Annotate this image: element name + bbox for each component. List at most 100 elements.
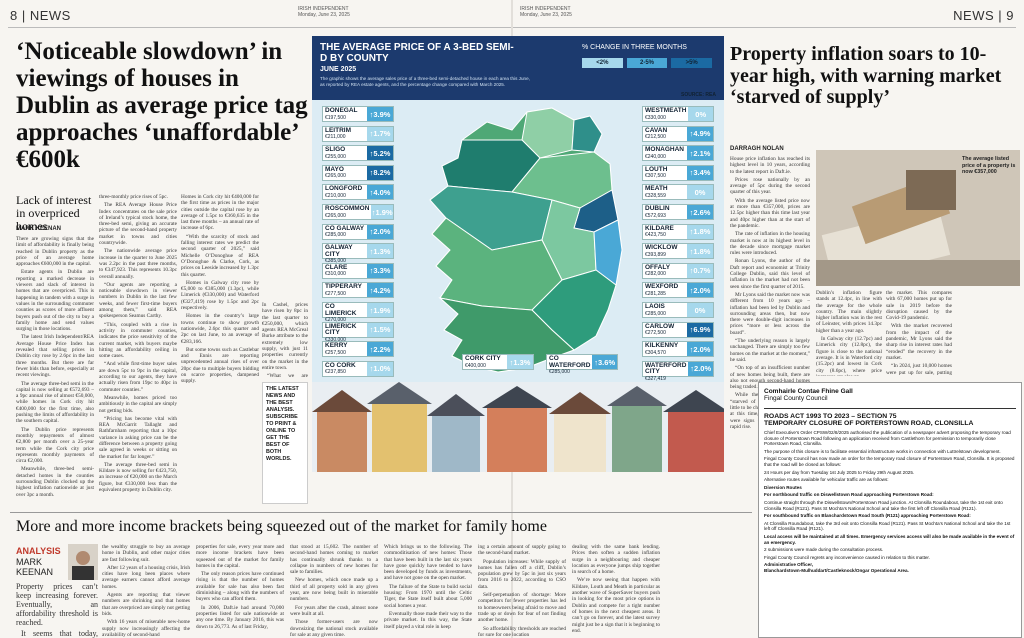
county-price: €240,000 [645, 153, 666, 160]
paragraph: “On top of an insufficient number of new… [730, 365, 810, 391]
county-text: CO GALWAY €285,000 [323, 225, 367, 239]
info-subtitle: JUNE 2025 [320, 66, 357, 73]
county-price: €211,000 [325, 134, 346, 141]
headline: ‘Noticeable slowdown’ in viewings of hou… [16, 38, 308, 173]
county-price: €265,000 [325, 212, 346, 219]
notice-text: 24 Hours per day from Tuesday 1st July 2… [764, 469, 915, 475]
legend-item: <2% [582, 58, 623, 68]
paragraph: Estate agents in Dublin are reporting a … [16, 269, 94, 333]
paragraph: Population increases: While supply of ho… [478, 558, 566, 590]
county-label: LOUTH €307,500 ↑3.4% [642, 164, 714, 181]
masthead-date: Monday, June 23, 2025 [520, 12, 572, 18]
masthead-title: IRISH INDEPENDENT [298, 6, 349, 12]
county-name: KERRY [325, 342, 348, 350]
county-price: €400,000 [465, 362, 486, 369]
county-change: ↑1.7% [367, 126, 393, 141]
paragraph: The latest Irish Independent/REA Average… [16, 334, 94, 379]
county-change: ↑2.1% [687, 146, 713, 161]
text-column: Dublin’s inflation figure stands at 12.4… [816, 290, 882, 376]
houses [312, 382, 724, 472]
author-photo [68, 544, 98, 580]
map-region [593, 219, 623, 286]
county-text: CORK CITY €400,000 [463, 355, 507, 369]
county-price: €285,000 [645, 310, 666, 317]
county-text: CLARE €310,000 [323, 264, 367, 278]
county-text: WEXFORD €281,285 [643, 283, 687, 297]
county-price: €330,000 [645, 114, 666, 121]
paragraph: But some towns such as Castlebar and Enn… [181, 346, 259, 385]
paragraph: It seems that today, even [21, 629, 98, 638]
county-change: ↑3.4% [687, 165, 713, 180]
paragraph: New homes, which once made up a third of… [290, 577, 378, 603]
county-change: ↑1.0% [367, 361, 393, 376]
info-title: THE AVERAGE PRICE OF A 3-BED SEMI-D BY C… [320, 42, 514, 64]
county-price: €210,000 [325, 192, 346, 199]
county-price: €272,500 [645, 330, 666, 337]
county-name: OFFALY [645, 263, 671, 271]
paragraph: ing a certain amount of supply going to … [478, 544, 566, 557]
paragraph: Homes in Galway city rose by €5,000 to €… [181, 279, 259, 312]
county-text: DUBLIN €572,693 [643, 205, 687, 219]
county-change: 0% [688, 107, 713, 121]
photo-caption: The average listed price of a property i… [962, 156, 1016, 176]
county-label: DONEGAL €197,500 ↑3.9% [322, 106, 394, 122]
paragraph: So affordability thresholds are reached … [478, 625, 566, 638]
paragraph: “In 2024, just 10,000 homes were put up … [886, 363, 952, 376]
county-change: ↑0.7% [687, 263, 713, 278]
county-name: CORK CITY [465, 355, 501, 362]
paragraph: With the average listed price now at mor… [730, 197, 810, 229]
paragraph: The rate of inflation in the housing mar… [730, 231, 810, 257]
county-price: €572,693 [645, 212, 666, 219]
paragraph: dealing with the same bank lending. Pric… [572, 544, 660, 576]
paragraph: After 12 years of a housing crisis, Iris… [102, 564, 190, 590]
county-price: €282,000 [645, 271, 666, 278]
paragraph: “The underlying reason is largely unchan… [730, 338, 810, 363]
paragraph: “This, coupled with a rise in activity i… [99, 321, 177, 360]
notice-text: Fingal County Council regrets any inconv… [764, 554, 930, 560]
notice-heading: For northbound traffic on Diswellstown R… [764, 492, 934, 498]
paragraph: We’re now seeing that happen with Kildar… [572, 577, 660, 634]
paragraph: There are growing signs that the limit o… [16, 236, 94, 268]
paragraph: Agents are reporting that viewer numbers… [102, 592, 190, 617]
legend-item: 2-5% [626, 58, 668, 68]
county-price: €270,000 [325, 317, 346, 323]
county-name: LIMERICK CITY [325, 322, 357, 337]
county-change: ↑1.3% [367, 244, 393, 259]
county-text: LOUTH €307,500 [643, 166, 687, 180]
kicker: ANALYSIS [16, 546, 61, 556]
text-column: ing a certain amount of supply going to … [478, 544, 566, 638]
standfirst: Lack of interest in overpriced homes [16, 193, 92, 233]
county-change: ↑1.9% [367, 303, 393, 317]
source: SOURCE: REA [680, 92, 716, 98]
county-name: KILDARE [645, 224, 674, 232]
page-number-right: NEWS | 9 [953, 8, 1014, 23]
county-price: €328,559 [645, 192, 666, 199]
county-name: LONGFORD [325, 185, 363, 193]
masthead-left: IRISH INDEPENDENT Monday, June 23, 2025 [298, 6, 350, 18]
masthead-title: IRISH INDEPENDENT [520, 6, 571, 12]
county-name: CO CORK [325, 361, 356, 369]
county-name: CO GALWAY [325, 224, 365, 232]
county-change: ↑5.2% [367, 146, 393, 161]
county-change: ↑3.6% [592, 355, 617, 369]
text-column: Which brings us to the following. The co… [384, 544, 472, 638]
county-label: CO CORK €237,850 ↑1.0% [322, 360, 394, 377]
masthead-date: Monday, June 23, 2025 [298, 12, 350, 18]
county-change: ↑2.0% [367, 224, 393, 239]
paragraph: With 16 years of miserable new-home supp… [102, 619, 190, 638]
paragraph: Ronan Lyons, the author of the Daft repo… [730, 258, 810, 290]
county-text: LAOIS €285,000 [643, 303, 687, 317]
lower-headline: More and more income brackets being sque… [16, 518, 547, 535]
county-name: ROSCOMMON [325, 205, 370, 212]
county-label: MEATH €328,559 0% [642, 184, 714, 201]
promo-box[interactable]: THE LATEST NEWS AND THE BEST ANALYSIS. S… [262, 382, 308, 504]
paragraph: Prices rose nationally by an average of … [730, 176, 810, 196]
notice-text: 2 submissions were made during the consu… [764, 547, 884, 553]
county-name: DUBLIN [645, 205, 670, 212]
side-byline: DARRAGH NOLAN [730, 146, 784, 152]
notice-text: Chief Executive’s Order CPSW/02/8/2025 a… [764, 430, 1011, 447]
county-label: WATERFORD CITY €327,419 ↑2.0% [642, 360, 714, 382]
county-label: LAOIS €285,000 0% [642, 302, 714, 318]
county-label: CARLOW €272,500 ↑6.9% [642, 321, 714, 338]
paragraph: The only reason prices have continued ri… [196, 571, 284, 603]
